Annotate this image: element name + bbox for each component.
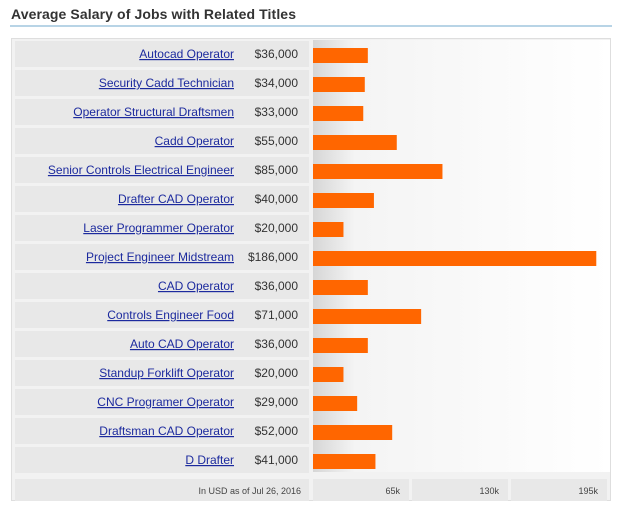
- salary-bar: [313, 338, 368, 353]
- salary-bar: [313, 164, 443, 179]
- salary-bar: [313, 251, 597, 266]
- job-title-link[interactable]: Operator Structural Draftsmen: [73, 105, 234, 119]
- job-title-link[interactable]: Drafter CAD Operator: [118, 192, 234, 206]
- row-label-background: [15, 41, 309, 67]
- salary-bar: [313, 309, 422, 324]
- salary-value-label: $36,000: [255, 47, 299, 61]
- x-tick-cell: [412, 479, 508, 501]
- salary-value-label: $40,000: [255, 192, 299, 206]
- salary-bar: [313, 48, 368, 63]
- salary-bar: [313, 425, 393, 440]
- salary-value-label: $34,000: [255, 76, 299, 90]
- salary-value-label: $20,000: [255, 221, 299, 235]
- salary-bar: [313, 222, 344, 237]
- salary-value-label: $186,000: [248, 250, 298, 264]
- salary-value-label: $20,000: [255, 366, 299, 380]
- salary-bar: [313, 106, 364, 121]
- chart-title: Average Salary of Jobs with Related Titl…: [11, 6, 297, 22]
- footnote-cell: [15, 479, 309, 501]
- job-title-link[interactable]: CAD Operator: [158, 279, 234, 293]
- salary-bar: [313, 396, 358, 411]
- row-label-background: [15, 447, 309, 473]
- x-tick-label: 65k: [385, 486, 400, 496]
- job-title-link[interactable]: CNC Programer Operator: [97, 395, 234, 409]
- salary-bar: [313, 367, 344, 382]
- job-title-link[interactable]: Senior Controls Electrical Engineer: [48, 163, 234, 177]
- row-label-background: [15, 418, 309, 444]
- x-tick-cell: [313, 479, 409, 501]
- job-title-link[interactable]: Auto CAD Operator: [130, 337, 234, 351]
- x-tick-label: 195k: [578, 486, 598, 496]
- row-label-background: [15, 389, 309, 415]
- salary-value-label: $41,000: [255, 453, 299, 467]
- salary-value-label: $36,000: [255, 279, 299, 293]
- salary-bar: [313, 193, 374, 208]
- salary-bar: [313, 135, 397, 150]
- salary-value-label: $85,000: [255, 163, 299, 177]
- salary-bar: [313, 280, 368, 295]
- job-title-link[interactable]: Cadd Operator: [155, 134, 234, 148]
- job-title-link[interactable]: D Drafter: [185, 453, 234, 467]
- salary-value-label: $55,000: [255, 134, 299, 148]
- job-title-link[interactable]: Laser Programmer Operator: [83, 221, 234, 235]
- salary-value-label: $33,000: [255, 105, 299, 119]
- job-title-link[interactable]: Standup Forklift Operator: [99, 366, 234, 380]
- title-underline: [10, 25, 612, 27]
- footnote: In USD as of Jul 26, 2016: [198, 486, 301, 496]
- job-title-link[interactable]: Controls Engineer Food: [107, 308, 234, 322]
- salary-value-label: $52,000: [255, 424, 299, 438]
- x-tick-label: 130k: [479, 486, 499, 496]
- row-label-background: [15, 331, 309, 357]
- job-title-link[interactable]: Security Cadd Technician: [99, 76, 234, 90]
- row-label-background: [15, 360, 309, 386]
- row-label-background: [15, 215, 309, 241]
- row-label-background: [15, 273, 309, 299]
- salary-value-label: $71,000: [255, 308, 299, 322]
- salary-value-label: $29,000: [255, 395, 299, 409]
- row-label-background: [15, 186, 309, 212]
- salary-bar: [313, 77, 365, 92]
- x-tick-cell: [511, 479, 607, 501]
- salary-bar: [313, 454, 376, 469]
- row-label-background: [15, 128, 309, 154]
- row-label-background: [15, 302, 309, 328]
- row-label-background: [15, 244, 309, 270]
- row-label-background: [15, 70, 309, 96]
- job-title-link[interactable]: Autocad Operator: [139, 47, 234, 61]
- row-label-background: [15, 99, 309, 125]
- job-title-link[interactable]: Draftsman CAD Operator: [99, 424, 234, 438]
- row-label-background: [15, 157, 309, 183]
- job-title-link[interactable]: Project Engineer Midstream: [86, 250, 234, 264]
- salary-value-label: $36,000: [255, 337, 299, 351]
